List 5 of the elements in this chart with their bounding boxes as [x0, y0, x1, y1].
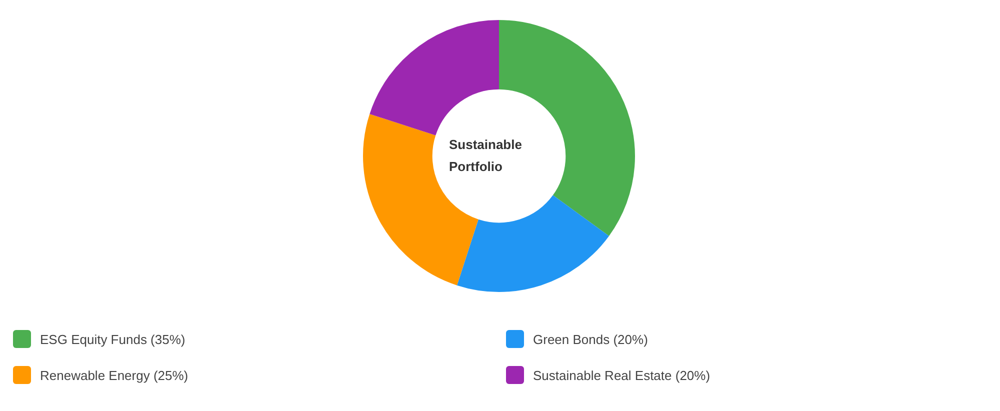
legend-label: Sustainable Real Estate (20%)	[533, 368, 710, 382]
legend-label: Green Bonds (20%)	[533, 332, 648, 346]
text: Sustainable Portfolio	[449, 136, 523, 176]
legend-label: Renewable Energy (25%)	[40, 368, 188, 382]
legend-label: ESG Equity Funds (35%)	[40, 332, 186, 346]
